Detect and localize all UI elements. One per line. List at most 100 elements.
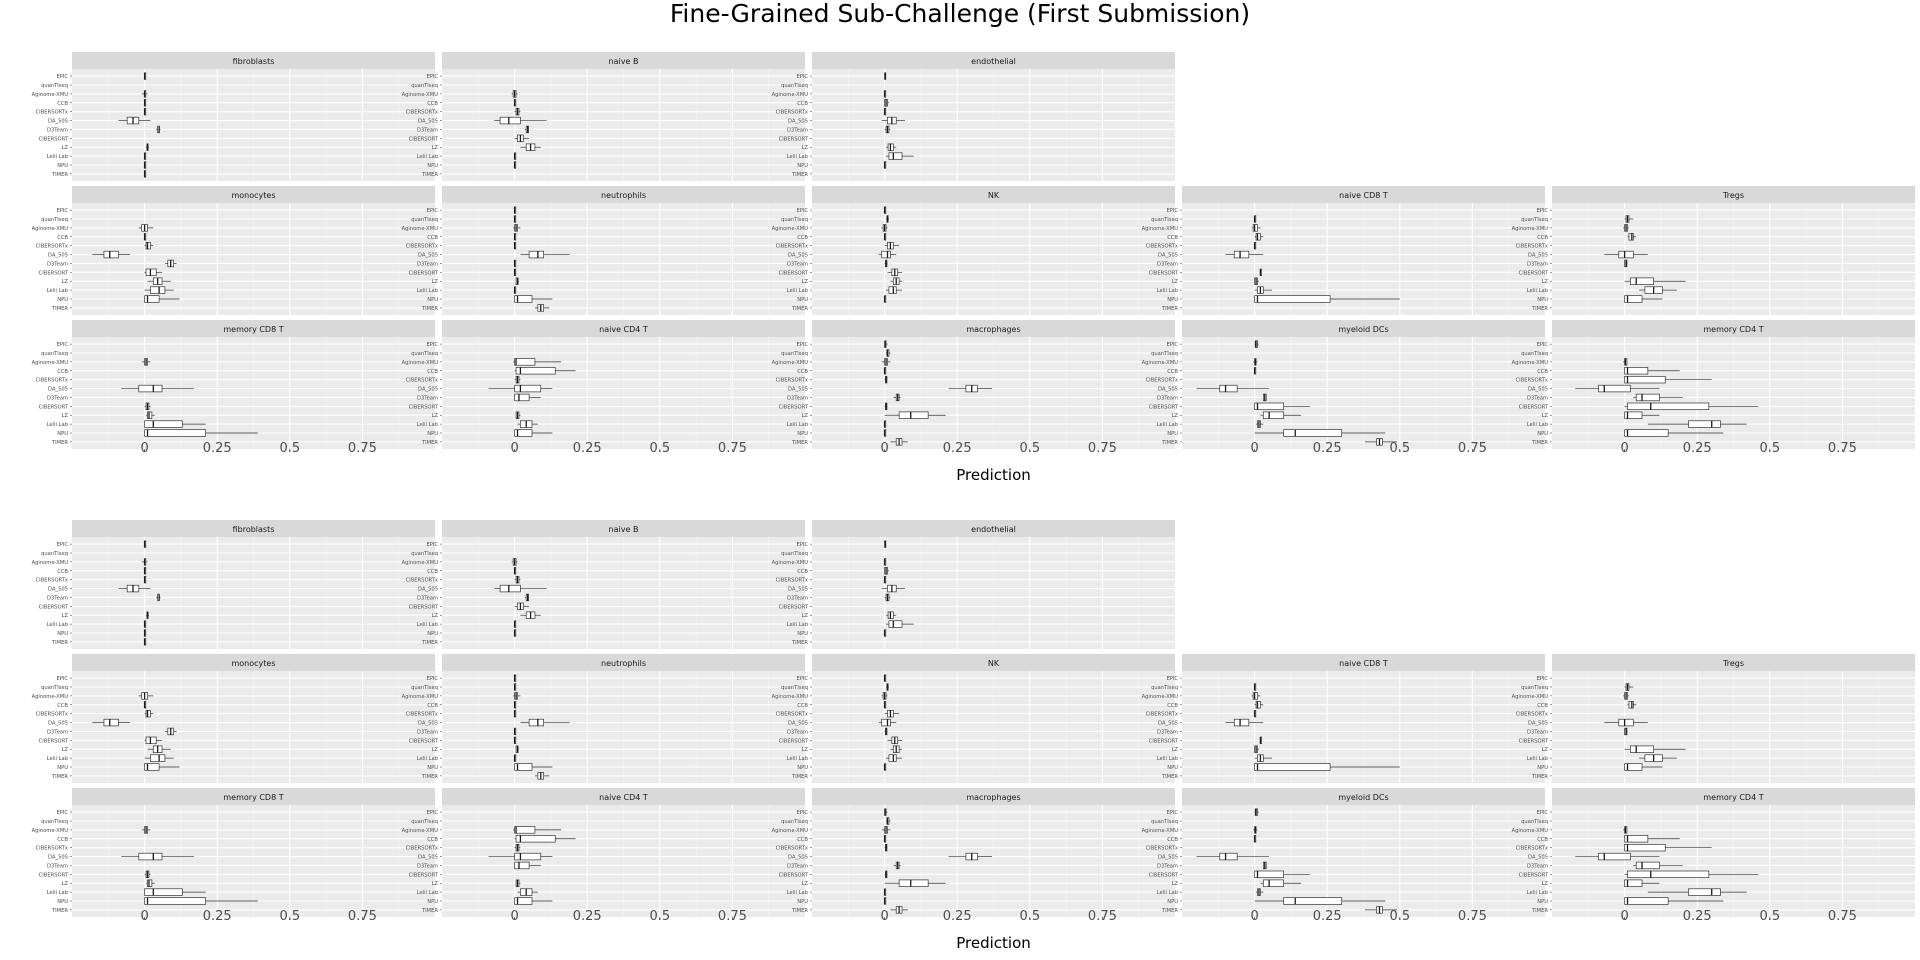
panel-strip xyxy=(812,788,1175,805)
x-tick-label: 0 xyxy=(510,441,518,456)
panel-macrophages: macrophages EPIC quanTIseq Aginome-XMU CCB CI… xyxy=(772,320,1175,456)
y-tick-label: Aginome-XMU xyxy=(772,828,809,834)
panel-nk: NK EPIC quanTIseq Aginome-XMU CCB CIBERSORTx D… xyxy=(772,654,1175,783)
y-tick-label: DA_505 xyxy=(788,855,808,861)
y-tick-label: CIBERSORTx xyxy=(1146,244,1178,250)
y-tick-label: CIBERSORT xyxy=(409,136,439,142)
y-tick-label: CCB xyxy=(1537,837,1548,843)
x-tick-label: 0.25 xyxy=(1313,909,1342,924)
box-cibersortx xyxy=(884,709,900,718)
y-tick-label: TIMER xyxy=(421,774,438,780)
y-tick-label: CIBERSORT xyxy=(39,136,69,142)
box-d3team xyxy=(524,593,530,602)
panel-title: naive CD8 T xyxy=(1339,191,1388,200)
y-tick-label: DA_505 xyxy=(48,721,68,727)
panel-title: myeloid DCs xyxy=(1338,325,1388,334)
y-tick-label: LZ xyxy=(1172,881,1179,887)
box-cibersort xyxy=(144,402,151,411)
y-tick-label: D3Team xyxy=(47,595,68,601)
y-tick-label: TIMER xyxy=(791,306,808,312)
y-tick-label: CIBERSORT xyxy=(1519,404,1549,410)
y-tick-label: LZ xyxy=(1542,881,1549,887)
y-tick-label: LZ xyxy=(1172,279,1179,285)
box-lelii-lab xyxy=(517,888,538,896)
y-tick-label: Aginome-XMU xyxy=(772,226,809,232)
y-tick-label: D3Team xyxy=(787,261,808,267)
box-cibersortx xyxy=(1253,241,1257,250)
y-tick-label: LZ xyxy=(802,747,809,753)
y-tick-label: D3Team xyxy=(1157,395,1178,401)
y-tick-label: TIMER xyxy=(421,640,438,646)
y-tick-label: EPIC xyxy=(56,74,68,80)
box-aginome-xmu xyxy=(883,558,887,566)
y-tick-label: CIBERSORT xyxy=(39,872,69,878)
box-npu xyxy=(1624,897,1724,905)
panel-tregs: Tregs EPIC quanTIseq Aginome-XMU CCB CIBERSOR… xyxy=(1512,654,1915,783)
box-cibersortx xyxy=(884,375,888,384)
box-iqr xyxy=(515,367,556,375)
y-tick-label: Aginome-XMU xyxy=(402,694,439,700)
y-tick-label: D3Team xyxy=(787,863,808,869)
box-iqr xyxy=(1624,429,1669,437)
y-tick-label: EPIC xyxy=(796,542,808,548)
y-tick-label: DA_505 xyxy=(788,119,808,125)
box-d3team xyxy=(1262,393,1267,402)
panel-naive-cd8-t: naive CD8 T EPIC quanTIseq Aginome-XMU CCB CI… xyxy=(1142,654,1545,783)
box-iqr xyxy=(145,736,157,745)
box-cibersortx xyxy=(514,375,521,384)
box-d3team xyxy=(164,727,177,736)
y-tick-label: D3Team xyxy=(47,729,68,735)
y-tick-label: D3Team xyxy=(47,863,68,869)
box-iqr xyxy=(1635,861,1660,870)
y-tick-label: LZ xyxy=(432,145,439,151)
box-d3team xyxy=(1624,259,1628,268)
box-lelii-lab xyxy=(1639,286,1677,294)
box-iqr xyxy=(1628,701,1634,709)
x-tick-label: 0.75 xyxy=(1088,441,1117,456)
box-iqr xyxy=(150,286,166,294)
y-tick-label: Lelii Lab xyxy=(417,890,439,896)
box-cibersortx xyxy=(1253,709,1257,718)
y-tick-label: EPIC xyxy=(426,342,438,348)
x-tick-label: 0.5 xyxy=(1389,441,1410,456)
y-tick-label: Aginome-XMU xyxy=(1142,828,1179,834)
y-tick-label: CIBERSORTx xyxy=(36,846,68,852)
panel-strip xyxy=(72,788,435,805)
box-npu xyxy=(514,429,553,437)
box-iqr xyxy=(144,897,206,905)
y-tick-label: Aginome-XMU xyxy=(1512,360,1549,366)
y-tick-label: NPU xyxy=(1537,899,1548,905)
y-tick-label: TIMER xyxy=(421,172,438,178)
box-iqr xyxy=(1627,870,1710,879)
box-iqr xyxy=(144,295,160,303)
y-tick-label: CIBERSORT xyxy=(39,404,69,410)
y-tick-label: EPIC xyxy=(796,676,808,682)
panel-fibroblasts: fibroblasts EPIC quanTIseq Aginome-XMU CCB CI… xyxy=(32,520,435,649)
x-tick-label: 0.5 xyxy=(279,909,300,924)
panel-strip xyxy=(812,520,1175,537)
box-ccb xyxy=(514,367,576,375)
box-iqr xyxy=(1598,852,1631,861)
y-tick-label: CCB xyxy=(57,369,68,375)
box-lelii-lab xyxy=(513,152,517,160)
y-tick-label: D3Team xyxy=(417,863,438,869)
box-aginome-xmu xyxy=(511,558,518,566)
y-tick-label: CCB xyxy=(797,101,808,107)
box-iqr xyxy=(1262,411,1284,419)
box-iqr xyxy=(1624,879,1643,887)
box-npu xyxy=(144,897,258,905)
y-tick-label: DA_505 xyxy=(418,253,438,259)
box-cibersort xyxy=(514,134,530,143)
y-tick-label: CCB xyxy=(1537,369,1548,375)
box-da_505 xyxy=(1196,384,1270,393)
box-iqr xyxy=(499,116,521,125)
y-tick-label: EPIC xyxy=(56,542,68,548)
box-iqr xyxy=(145,709,151,718)
y-tick-label: NPU xyxy=(427,297,438,303)
box-npu xyxy=(1624,295,1663,303)
box-iqr xyxy=(528,250,544,259)
box-lz xyxy=(1624,745,1686,753)
y-tick-label: TIMER xyxy=(51,774,68,780)
box-iqr xyxy=(1254,295,1331,303)
box-lz xyxy=(146,143,149,151)
